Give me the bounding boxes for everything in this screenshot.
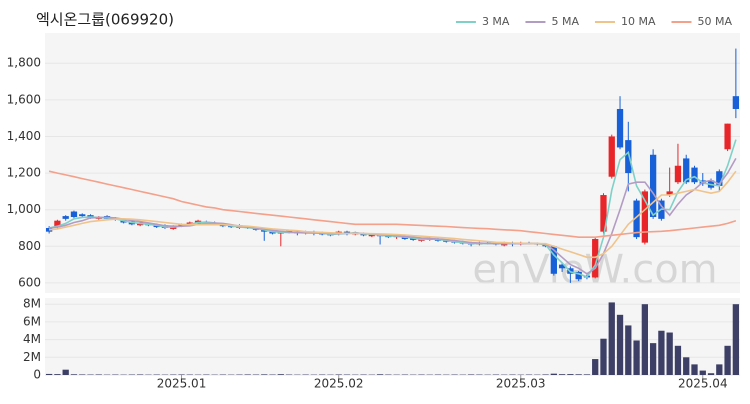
legend: 50 MA 10 MA 5 MA 3 MA <box>456 15 733 28</box>
volume-bar <box>683 357 689 375</box>
y-tick-label: 600 <box>18 275 41 289</box>
candle-body <box>625 140 631 173</box>
volume-bar <box>592 359 598 375</box>
legend-label: 10 MA <box>621 15 656 28</box>
y-tick-label: 1,200 <box>7 166 41 180</box>
volume-bar <box>377 374 383 375</box>
volume-bar <box>625 325 631 375</box>
y-tick-label: 2M <box>23 350 41 364</box>
volume-bar <box>691 364 697 375</box>
volume-bar <box>54 374 60 375</box>
volume-bar <box>716 364 722 375</box>
y-tick-label: 8M <box>23 297 41 311</box>
x-tick-label: 2025.01 <box>157 377 207 391</box>
legend-label: 50 MA <box>697 15 732 28</box>
y-tick-label: 6M <box>23 314 41 328</box>
volume-bar <box>617 315 623 375</box>
volume-bar <box>609 302 615 375</box>
volume-bar <box>650 343 656 375</box>
candle-body <box>733 96 739 109</box>
x-tick-label: 2025.03 <box>496 377 546 391</box>
volume-bar <box>633 340 639 375</box>
candle-body <box>724 124 730 150</box>
volume-bar <box>261 374 267 375</box>
volume-bar <box>642 304 648 375</box>
y-tick-label: 0 <box>33 368 41 382</box>
volume-bar <box>658 331 664 375</box>
volume-bar <box>559 374 565 375</box>
candle-body <box>71 212 77 217</box>
volume-bar <box>178 374 184 375</box>
volume-bar <box>551 374 557 375</box>
legend-label: 5 MA <box>551 15 579 28</box>
y-tick-label: 1,800 <box>7 56 41 70</box>
volume-bar <box>542 374 548 375</box>
volume-bar <box>336 374 342 375</box>
volume-bar <box>708 373 714 375</box>
x-tick-label: 2025.04 <box>678 377 728 391</box>
legend-label: 3 MA <box>482 15 510 28</box>
volume-bar <box>667 333 673 375</box>
y-tick-label: 800 <box>18 239 41 253</box>
candle-body <box>63 216 69 219</box>
volume-bar <box>733 304 739 375</box>
volume-bar <box>46 374 52 375</box>
y-tick-label: 4M <box>23 332 41 346</box>
volume-bar <box>63 370 69 375</box>
volume-bar <box>71 374 77 375</box>
y-tick-label: 1,000 <box>7 202 41 216</box>
x-tick-label: 2025.02 <box>314 377 364 391</box>
volume-bar <box>468 374 474 375</box>
y-tick-label: 1,600 <box>7 92 41 106</box>
candle-body <box>675 166 681 182</box>
candle-body <box>79 214 85 216</box>
candle-body <box>609 136 615 176</box>
volume-bar <box>576 374 582 375</box>
volume-bar <box>278 374 284 375</box>
volume-bar <box>724 346 730 375</box>
candle-body <box>691 168 697 183</box>
volume-bar <box>96 374 102 375</box>
volume-bar <box>567 374 573 375</box>
volume-bar <box>137 374 143 375</box>
candle-body <box>617 109 623 147</box>
candle-body <box>650 155 656 217</box>
chart-title: 엑시온그룹(069920) <box>36 11 174 29</box>
volume-bar <box>600 339 606 375</box>
volume-bar <box>79 374 85 375</box>
volume-bar <box>584 374 590 375</box>
volume-bar <box>245 374 251 375</box>
volume-bar <box>675 346 681 375</box>
y-tick-label: 1,400 <box>7 129 41 143</box>
volume-bar <box>700 371 706 375</box>
